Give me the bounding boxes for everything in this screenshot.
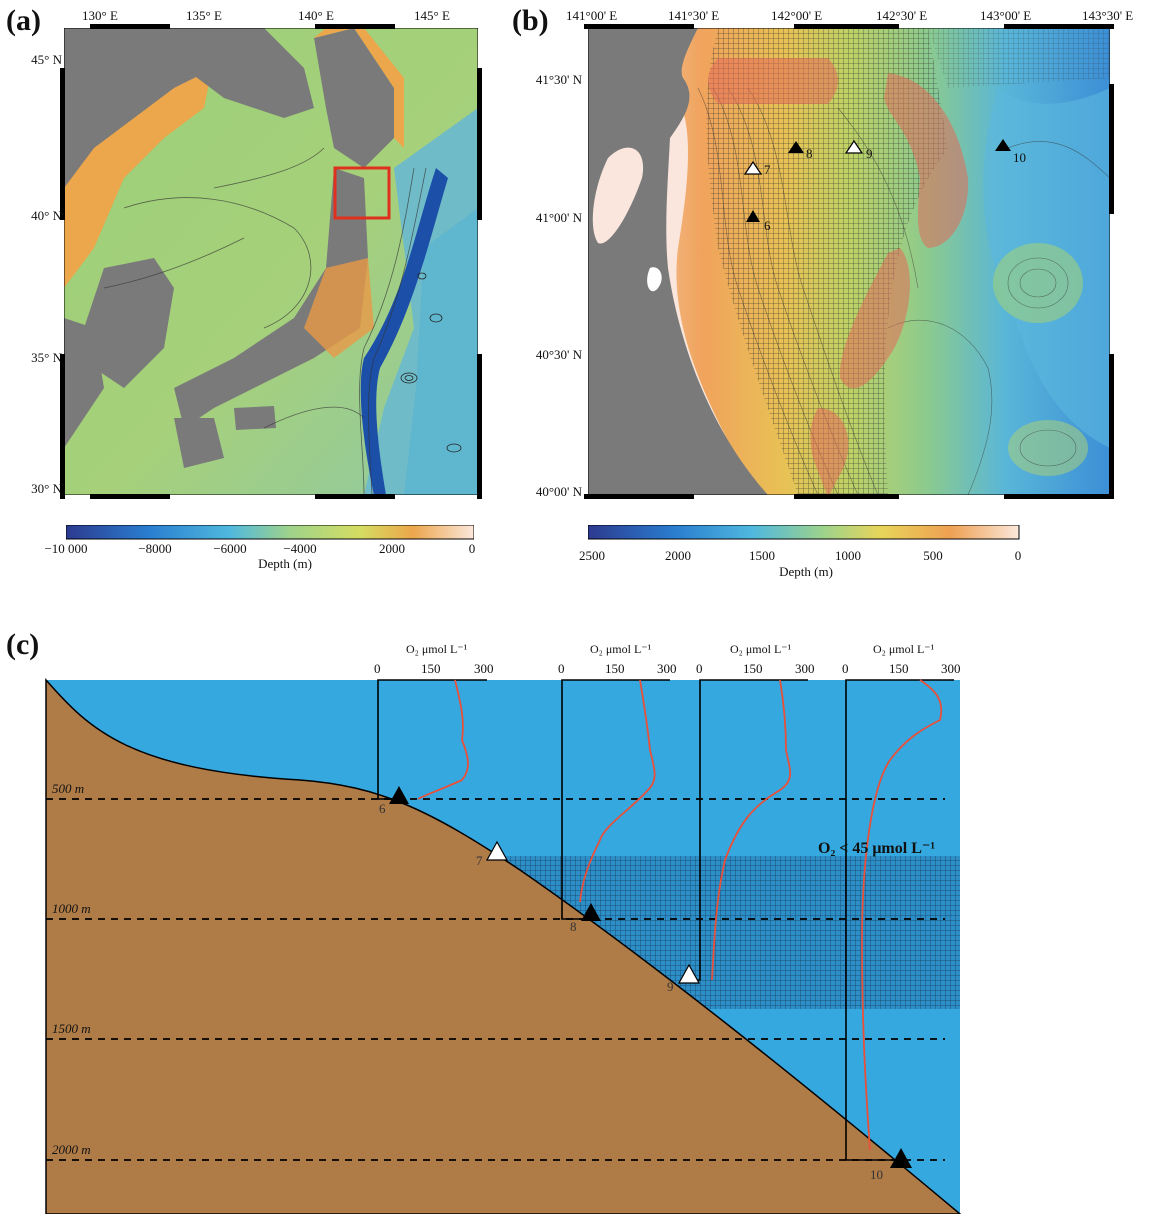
section-station-label-10: 10 [870, 1167, 883, 1182]
panel-b-lon-tick: 141°00' E [566, 8, 618, 23]
panel-b-lat-tick: 40°30' N [535, 347, 582, 362]
colorbar-a-tick: −6000 [213, 541, 247, 556]
profile-tick: 300 [657, 661, 677, 676]
profile-tick: 0 [842, 661, 849, 676]
panel-b-lat-tick: 41°30' N [535, 72, 582, 87]
colorbar-b-tick: 2000 [665, 548, 691, 563]
omz-label: O₂ < 45 μmol L⁻¹ [818, 840, 936, 857]
profile-tick: 150 [889, 661, 909, 676]
panel-c-label: (c) [6, 628, 40, 661]
profile-tick: 300 [941, 661, 961, 676]
panel-a-lat-tick: 40° N [31, 208, 62, 223]
omz-hatch [706, 28, 948, 495]
o2-profiles [417, 679, 943, 1151]
panel-c-section [45, 678, 962, 1214]
panel-a-lat-tick: 35° N [31, 350, 62, 365]
profile-axis-title: O₂ μmol L⁻¹ [590, 642, 652, 656]
depth-lines [46, 798, 945, 1161]
colorbar-a-title: Depth (m) [258, 556, 312, 571]
colorbar-b-tick: 2500 [579, 548, 605, 563]
depth-label-2000: 2000 m [52, 1142, 91, 1157]
colorbar-a-tick: −4000 [283, 541, 317, 556]
panel-b-lon-tick: 143°30' E [1082, 8, 1134, 23]
panel-a-lon-tick: 130° E [82, 8, 118, 23]
station-label-10: 10 [1013, 150, 1026, 165]
profile-tick: 150 [743, 661, 763, 676]
depth-label-1000: 1000 m [52, 901, 91, 916]
colorbar-a-tick: −8000 [138, 541, 172, 556]
panel-a-colorbar [66, 525, 474, 540]
panel-b-lon-tick: 142°30' E [876, 8, 928, 23]
colorbar-b-title: Depth (m) [779, 564, 833, 579]
profile-tick: 300 [795, 661, 815, 676]
profile-tick: 0 [696, 661, 703, 676]
depth-label-500: 500 m [52, 781, 85, 796]
station-label-6: 6 [764, 218, 771, 233]
colorbar-b-tick: 1000 [835, 548, 861, 563]
colorbar-a-tick: −10 000 [44, 541, 88, 556]
profile-tick: 0 [374, 661, 381, 676]
colorbar-b-tick: 1500 [749, 548, 775, 563]
profile-tick: 150 [605, 661, 625, 676]
profile-tick: 300 [474, 661, 494, 676]
panel-b-lon-tick: 142°00' E [771, 8, 823, 23]
panel-b-lat-tick: 40°00' N [535, 484, 582, 499]
panel-a-lon-tick: 140° E [298, 8, 334, 23]
profile-axis-title: O₂ μmol L⁻¹ [730, 642, 792, 656]
station-label-8: 8 [806, 146, 813, 161]
panel-a-lon-tick: 135° E [186, 8, 222, 23]
colorbar-a-tick: 0 [468, 541, 476, 556]
study-area-box [333, 166, 391, 220]
colorbar-b-tick: 0 [1014, 548, 1022, 563]
depth-label-1500: 1500 m [52, 1021, 91, 1036]
colorbar-a-tick: 2000 [379, 541, 405, 556]
panel-b-frame [584, 24, 1114, 499]
seafloor [45, 678, 962, 1214]
profile-axis-title: O₂ μmol L⁻¹ [873, 642, 935, 656]
station-label-9: 9 [866, 146, 873, 161]
panel-a-lat-tick: 45° N [31, 52, 62, 67]
panel-b-lon-tick: 143°00' E [980, 8, 1032, 23]
panel-a-lat-tick: 30° N [31, 481, 62, 496]
trench [360, 168, 448, 495]
panel-a-map [64, 28, 478, 495]
colorbar-b-tick: 500 [923, 548, 943, 563]
station-label-7: 7 [764, 162, 771, 177]
panel-a-frame [60, 24, 482, 499]
panel-b-colorbar [588, 525, 1020, 540]
profile-axis-title: O₂ μmol L⁻¹ [406, 642, 468, 656]
section-stations [389, 786, 912, 1168]
panel-b-lat-tick: 41°00' N [535, 210, 582, 225]
profile-tick: 150 [421, 661, 441, 676]
section-station-label-9: 9 [667, 979, 674, 994]
section-station-label-6: 6 [379, 801, 386, 816]
station-markers [743, 139, 1011, 222]
section-station-label-7: 7 [476, 853, 483, 868]
panel-b-label: (b) [512, 4, 549, 37]
current-arrows [708, 58, 969, 495]
section-station-label-8: 8 [570, 919, 577, 934]
panel-a-lon-tick: 145° E [414, 8, 450, 23]
panel-b-map [588, 28, 1110, 495]
panel-b-lon-tick: 141°30' E [668, 8, 720, 23]
profile-tick: 0 [558, 661, 565, 676]
panel-a-label: (a) [6, 4, 41, 37]
